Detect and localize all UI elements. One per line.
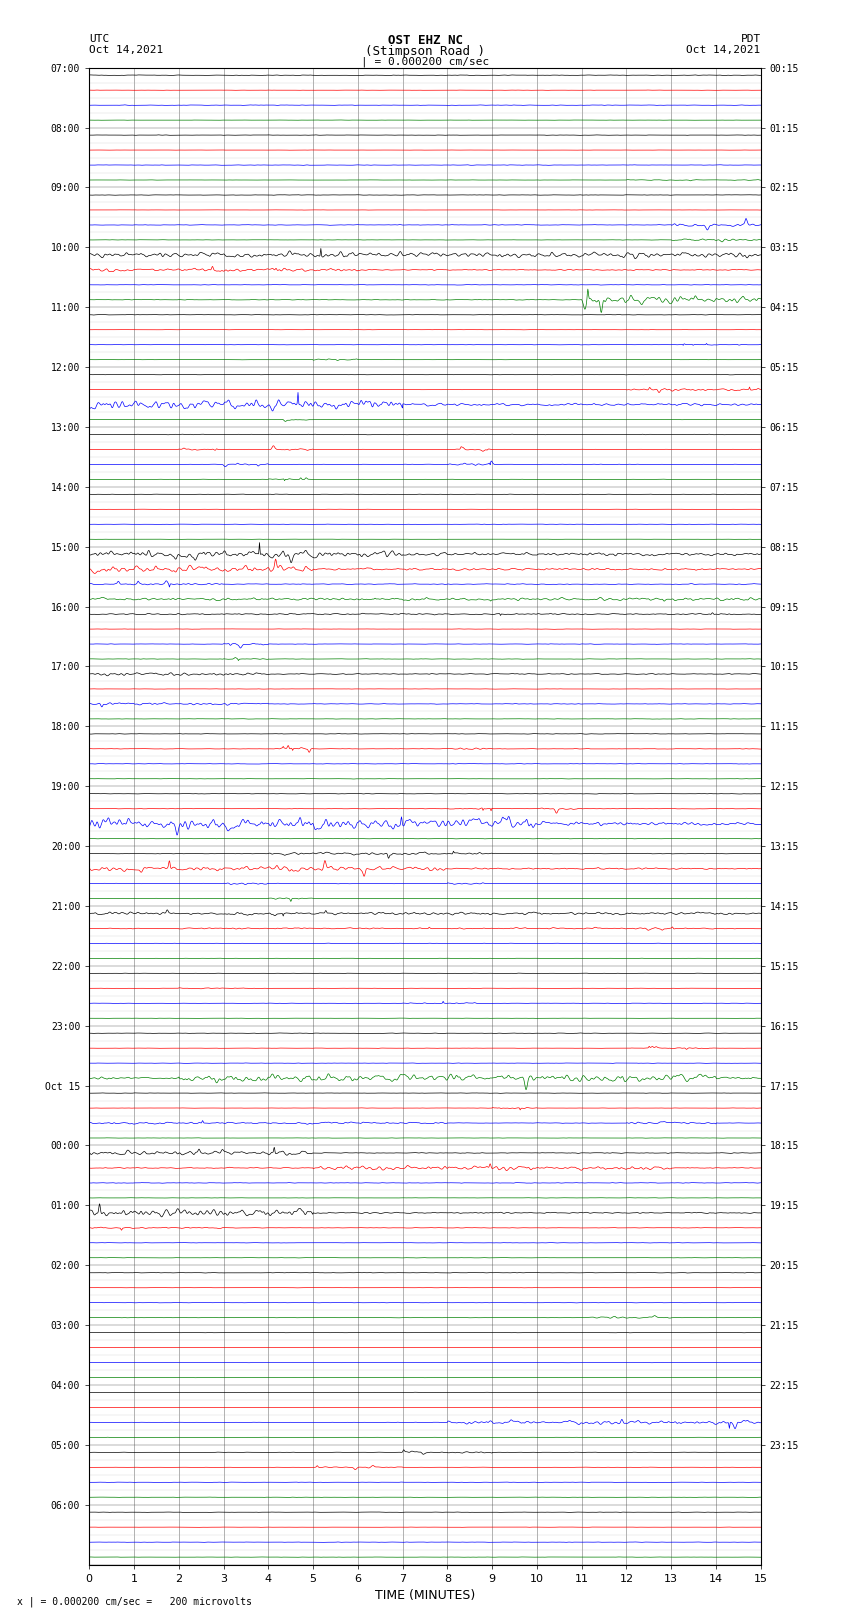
Text: x | = 0.000200 cm/sec =   200 microvolts: x | = 0.000200 cm/sec = 200 microvolts [17, 1595, 252, 1607]
Text: | = 0.000200 cm/sec: | = 0.000200 cm/sec [361, 56, 489, 68]
Text: Oct 14,2021: Oct 14,2021 [89, 45, 163, 55]
Text: UTC: UTC [89, 34, 110, 44]
Text: (Stimpson Road ): (Stimpson Road ) [365, 45, 485, 58]
Text: OST EHZ NC: OST EHZ NC [388, 34, 462, 47]
Text: Oct 14,2021: Oct 14,2021 [687, 45, 761, 55]
X-axis label: TIME (MINUTES): TIME (MINUTES) [375, 1589, 475, 1602]
Text: PDT: PDT [740, 34, 761, 44]
